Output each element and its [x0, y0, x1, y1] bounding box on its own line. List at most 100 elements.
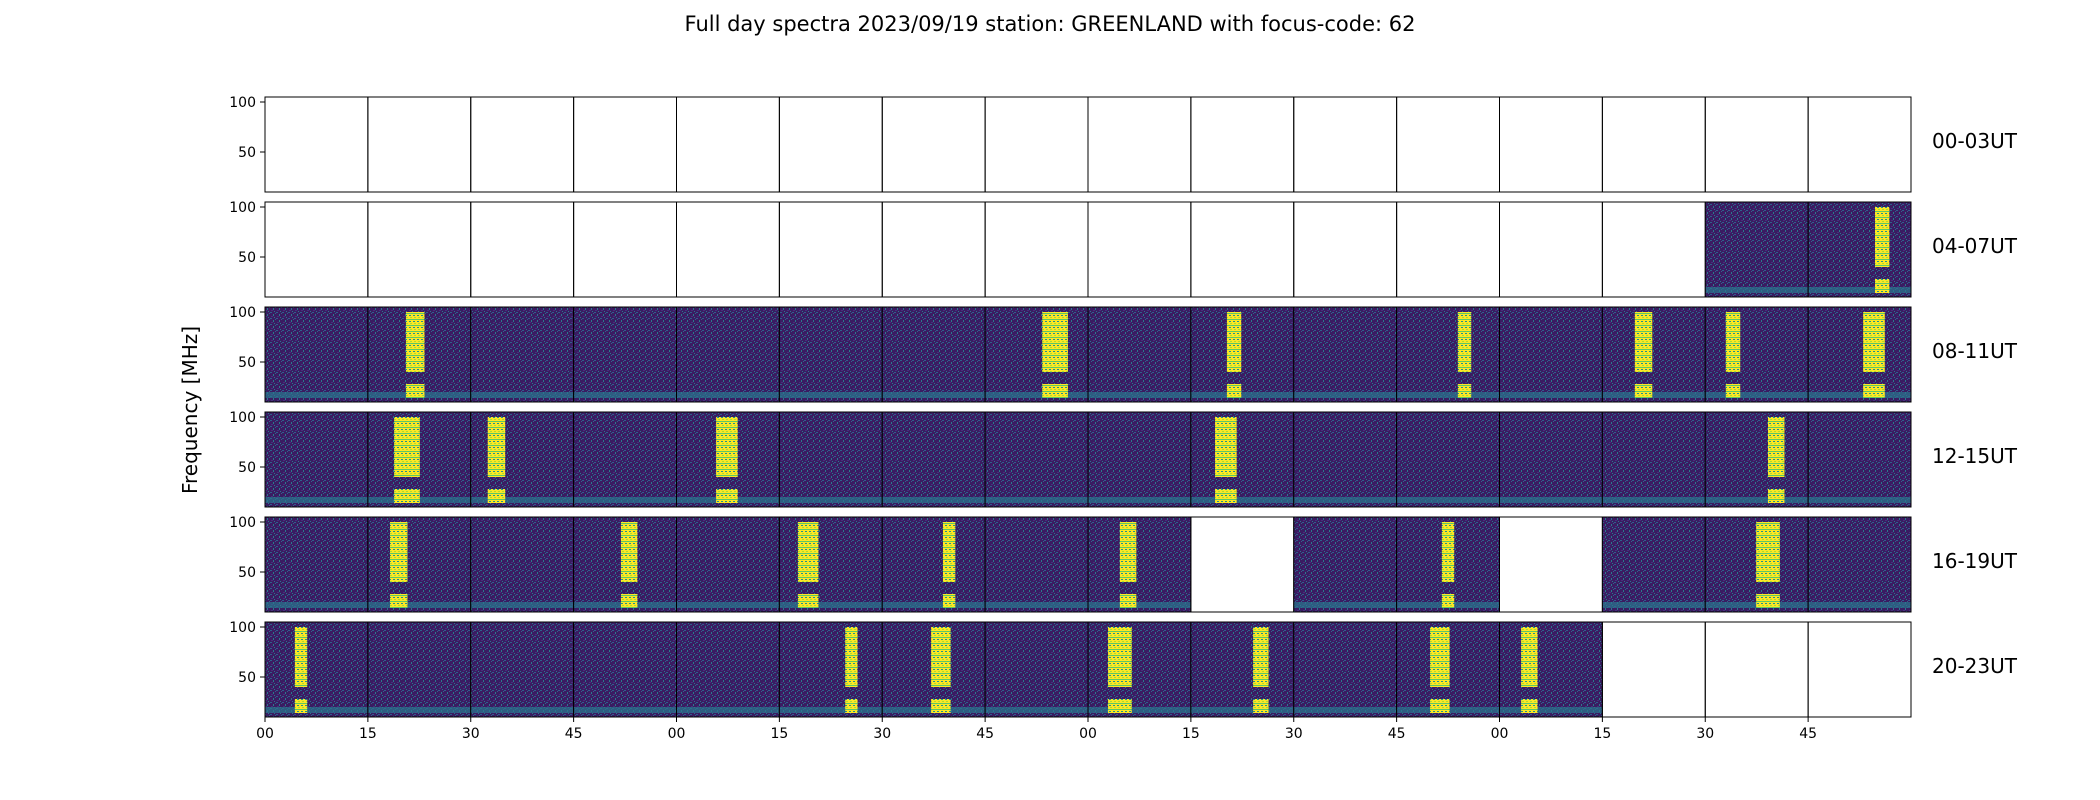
interference-band [1705, 287, 1809, 293]
radio-burst [1756, 522, 1780, 582]
radio-burst-low [389, 594, 408, 608]
spectrum-background [1396, 412, 1500, 507]
spectrum-background [779, 412, 883, 507]
spectrum-background [1396, 307, 1500, 402]
spectrum-background [985, 412, 1088, 507]
spectrum-background [1088, 622, 1191, 717]
y-tick-label: 50 [238, 565, 256, 581]
spectrum-panel [1601, 96, 1706, 193]
spectrum-panel [1087, 96, 1192, 193]
x-tick-label: 45 [565, 726, 583, 742]
interference-band [779, 707, 883, 713]
spectrum-panel [573, 306, 677, 403]
interference-band [1190, 497, 1294, 503]
panel-frame [1807, 516, 1912, 613]
spectrum-panel [1396, 516, 1500, 613]
panel-frame [470, 96, 575, 193]
spectrum-panel [470, 201, 575, 298]
spectrum-panel [1807, 411, 1912, 508]
spectrum-background [1808, 517, 1911, 612]
spectrum-panel [881, 306, 986, 403]
spectrum-background [1293, 517, 1397, 612]
interference-band [573, 707, 677, 713]
radio-burst [394, 417, 420, 477]
radio-burst-low [1119, 594, 1137, 608]
spectrum-background [676, 622, 780, 717]
interference-band [1602, 602, 1706, 608]
spectrum-background [779, 622, 883, 717]
spectrum-panel [367, 621, 472, 718]
spectrum-panel [676, 411, 780, 508]
x-tick-label: 30 [1696, 726, 1714, 742]
spectrum-background [573, 622, 677, 717]
spectrum-panel [264, 516, 369, 613]
spectrum-background [1293, 307, 1397, 402]
x-tick-label: 30 [873, 726, 891, 742]
interference-band [1705, 392, 1809, 398]
spectrum-panel [470, 96, 575, 193]
spectrum-panel [1087, 411, 1192, 508]
spectrum-background [470, 622, 574, 717]
row-label: 12-15UT [1932, 444, 2018, 468]
panel-frame [1704, 621, 1809, 718]
spectrum-background [676, 307, 780, 402]
spectrum-panel [1704, 621, 1809, 718]
spectrum-background [882, 307, 986, 402]
spectrum-background [1190, 412, 1294, 507]
radio-burst [1226, 312, 1242, 372]
panel-frame [1396, 201, 1500, 298]
interference-band [1088, 707, 1191, 713]
panel-frame [1807, 621, 1912, 718]
panel-frame [264, 96, 369, 193]
y-tick-label: 50 [238, 355, 256, 371]
panel-frame [1601, 201, 1706, 298]
interference-band [1088, 392, 1191, 398]
radio-burst-low [845, 699, 858, 713]
interference-band [470, 602, 574, 608]
spectrum-panel [367, 96, 472, 193]
row-label: 20-23UT [1932, 654, 2018, 678]
spectrum-panel [1499, 411, 1603, 508]
spectrum-panel [881, 96, 986, 193]
spectrum-panel [1087, 621, 1192, 718]
spectrum-background [882, 412, 986, 507]
interference-band [779, 602, 883, 608]
interference-band [985, 707, 1088, 713]
interference-band [1499, 707, 1603, 713]
interference-band [1293, 497, 1397, 503]
y-tick-label: 100 [229, 620, 256, 636]
spectrum-panel [264, 306, 369, 403]
panel-frame [1499, 96, 1603, 193]
spectrum-panel [984, 96, 1089, 193]
interference-band [1499, 392, 1603, 398]
spectrum-background [1088, 517, 1191, 612]
y-tick-label: 100 [229, 515, 256, 531]
radio-burst [1253, 627, 1269, 687]
spectrum-panel [676, 621, 780, 718]
spectrum-panel [1087, 306, 1192, 403]
y-tick-label: 50 [238, 670, 256, 686]
spectrum-panel [676, 201, 780, 298]
spectrum-panel [1704, 516, 1809, 613]
spectrum-panel [984, 306, 1089, 403]
spectrum-panel [1396, 306, 1500, 403]
spectrum-panel [1601, 621, 1706, 718]
spectrum-panel [1396, 201, 1500, 298]
spectrum-panel [881, 621, 986, 718]
radio-burst-low [1874, 279, 1890, 293]
spectrum-background [985, 307, 1088, 402]
interference-band [676, 392, 780, 398]
y-tick-label: 100 [229, 305, 256, 321]
radio-burst [1874, 207, 1890, 267]
radio-burst [1521, 627, 1538, 687]
spectrum-panel [1293, 516, 1398, 613]
spectrum-panel [1190, 516, 1295, 613]
radio-burst-low [620, 594, 638, 608]
panel-frame [1704, 96, 1809, 193]
interference-band [779, 497, 883, 503]
interference-band [265, 602, 368, 608]
interference-band [676, 707, 780, 713]
spectrum-background [1088, 412, 1191, 507]
row-label: 04-07UT [1932, 234, 2018, 258]
interference-band [1088, 497, 1191, 503]
